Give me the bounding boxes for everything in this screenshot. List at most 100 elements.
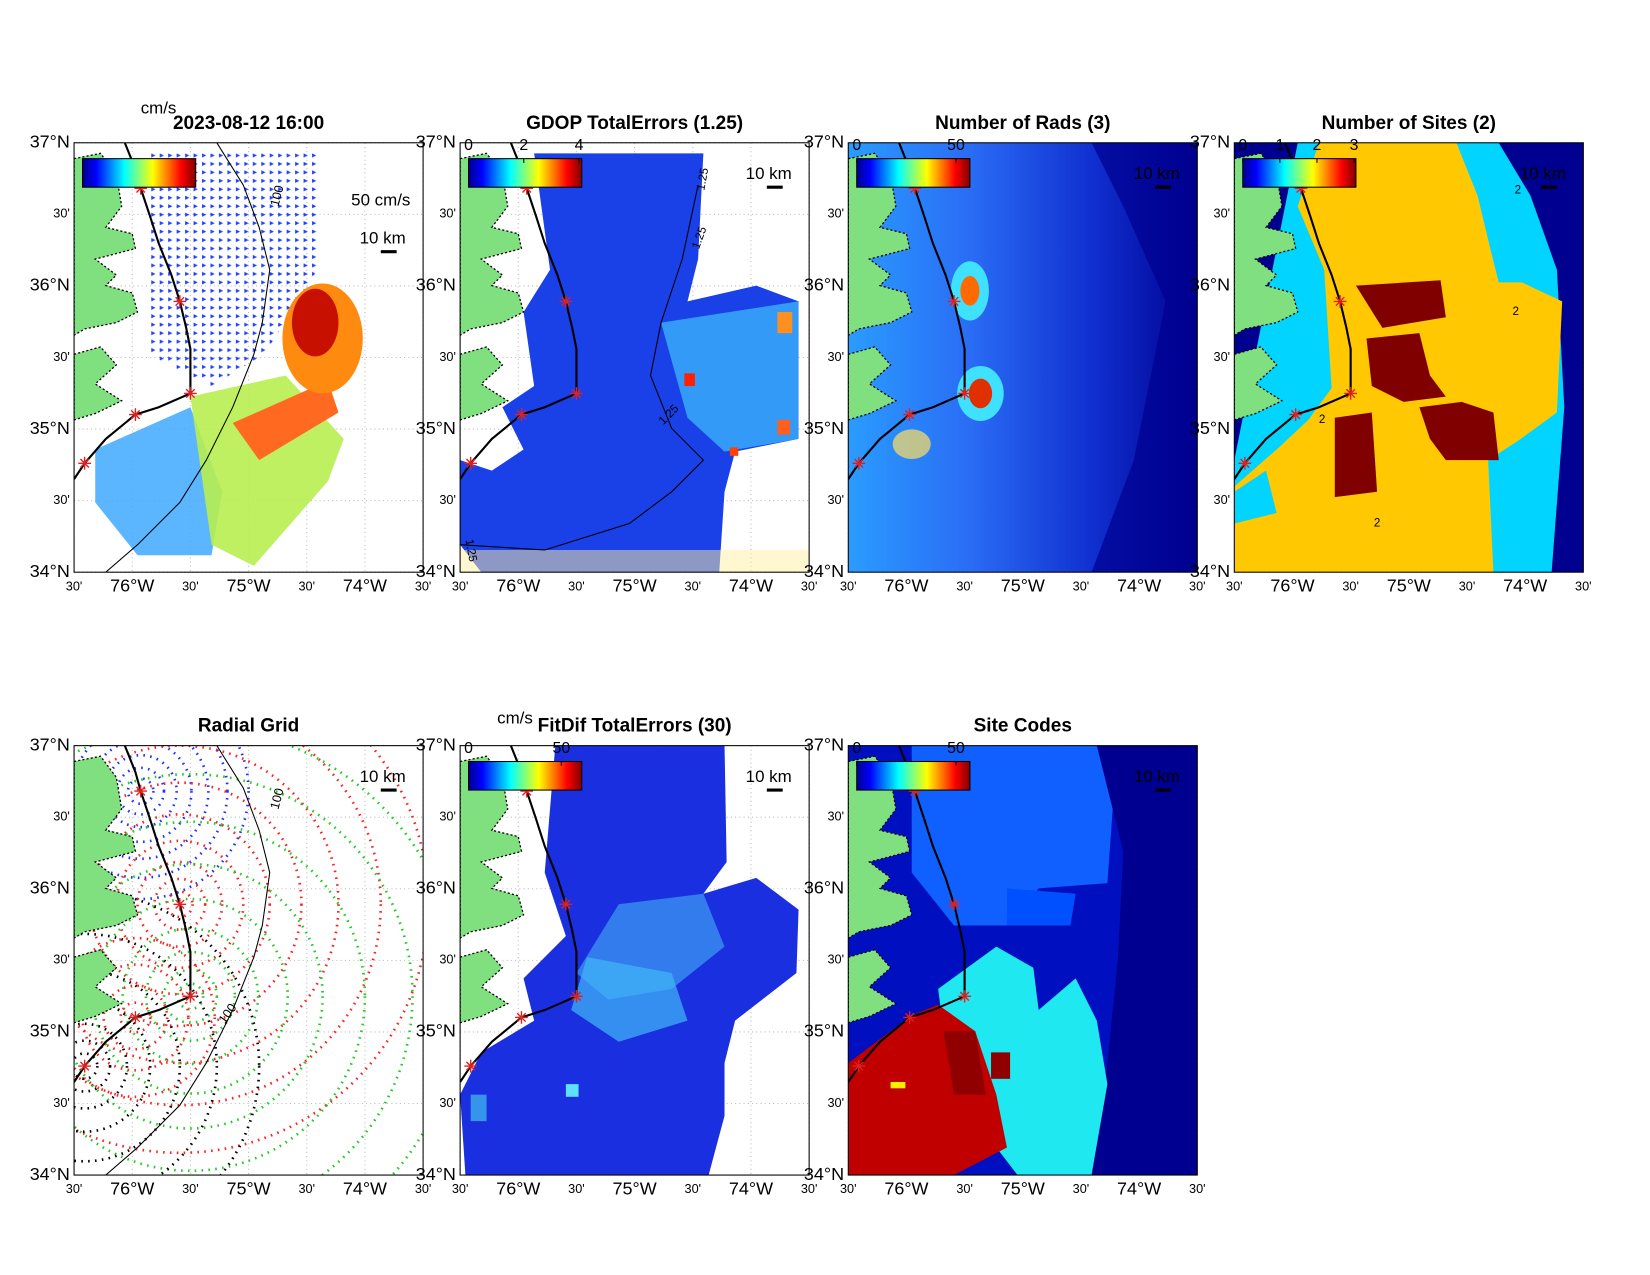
lat-tick-label: 37°N [416,734,456,754]
contour-label: 2 [1319,413,1325,426]
colorbar-unit: cm/s [141,98,177,117]
lat-tick-label: 37°N [416,132,456,152]
panel-title: GDOP TotalErrors (1.25) [526,113,743,134]
lat-tick-label: 35°N [30,418,70,438]
panel-rads: 10 km Number of Rads (3) 37°N 30' 36°N 30' 35… [804,113,1206,596]
lat-tick-label: 35°N [1190,418,1230,438]
lat-tick-label: 36°N [30,275,70,295]
contour-label: 2 [1515,183,1521,196]
panel-fitdif: cm/s 10 km FitDif TotalErrors (30) 37°N 30… [416,709,818,1199]
contour-label: 2 [1374,517,1380,530]
lon-tick-label: 76°W [1270,576,1314,596]
lon-tick-label: 75°W [613,1179,657,1199]
colorbar [468,760,583,791]
distance-scale: 10 km [360,767,406,786]
lat-tick-label: 34°N [804,561,844,581]
lon-tick-label: 74°W [343,576,387,596]
lon-tick-label: 74°W [729,1179,773,1199]
lat-tick-label: 35°N [804,418,844,438]
panel-site-codes: 10 km Site Codes37°N30'36°N30'35°N30'34°… [804,716,1206,1199]
lon-tick-label: 30' [801,1182,818,1196]
lon-tick-label: 30' [66,1182,83,1196]
lon-tick-label: 75°W [1001,1179,1045,1199]
colorbar-tick-label: 50 [947,137,965,154]
lat-tick-label: 30' [1214,207,1231,221]
distance-scale: 10 km [1134,767,1180,786]
panel-title: Site Codes [974,716,1072,737]
lon-tick-label: 30' [1189,579,1206,593]
panel-title: Number of Sites (2) [1322,113,1496,134]
lon-tick-label: 30' [568,1182,585,1196]
lat-tick-label: 34°N [30,1164,70,1184]
lat-tick-label: 37°N [30,132,70,152]
lon-tick-label: 30' [1459,579,1476,593]
lon-tick-label: 30' [1073,1182,1090,1196]
lon-tick-label: 30' [1073,579,1090,593]
lat-tick-label: 36°N [1190,275,1230,295]
colorbar-tick-label: 0 [464,740,473,757]
colorbar-tick-label: 4 [575,137,584,154]
data-layer [460,142,810,573]
lon-tick-label: 30' [182,1182,199,1196]
lon-tick-label: 30' [568,579,585,593]
distance-scale: 10 km [746,164,792,183]
lat-tick-label: 30' [53,810,70,824]
data-layer [848,142,1198,573]
lat-tick-label: 30' [53,953,70,967]
lon-tick-label: 76°W [884,1179,928,1199]
axes-frame [73,142,424,573]
lon-tick-label: 75°W [1387,576,1431,596]
lat-tick-label: 34°N [30,561,70,581]
colorbar-unit: cm/s [497,709,533,728]
lat-tick-label: 35°N [30,1021,70,1041]
colorbar-tick-label: 0 [464,137,473,154]
lat-tick-label: 30' [827,1096,844,1110]
contour-label: 100 [216,1001,240,1026]
colorbar-tick-label: 2 [519,137,528,154]
lat-tick-label: 37°N [1190,132,1230,152]
lon-tick-label: 30' [1575,579,1592,593]
colorbar-tick-label: 1 [1275,137,1284,154]
lat-tick-label: 30' [1214,350,1231,364]
lon-tick-label: 30' [182,579,199,593]
lat-tick-label: 35°N [804,1021,844,1041]
lon-tick-label: 75°W [1001,576,1045,596]
lat-tick-label: 36°N [416,275,456,295]
lon-tick-label: 30' [298,579,315,593]
lon-tick-label: 74°W [1503,576,1547,596]
lon-tick-label: 76°W [496,1179,540,1199]
lat-tick-label: 30' [53,493,70,507]
lat-tick-label: 30' [439,810,456,824]
lon-tick-label: 30' [415,579,432,593]
panel-title: FitDif TotalErrors (30) [538,716,732,737]
lon-tick-label: 30' [1189,1182,1206,1196]
lon-tick-label: 30' [840,1182,857,1196]
axes-frame [459,745,810,1176]
contour-label: 100 [268,787,287,811]
lat-tick-label: 30' [53,207,70,221]
lon-tick-label: 76°W [110,1179,154,1199]
lat-tick-label: 34°N [416,561,456,581]
colorbar [856,158,971,188]
lon-tick-label: 76°W [884,576,928,596]
panel-title: Radial Grid [198,716,299,737]
lat-tick-label: 37°N [804,734,844,754]
lat-tick-label: 30' [439,1096,456,1110]
lat-tick-label: 34°N [804,1164,844,1184]
colorbar [856,760,971,791]
data-layer [848,745,1198,1176]
lon-tick-label: 30' [956,579,973,593]
colorbar-tick-label: 3 [1350,137,1359,154]
data-layer [460,745,799,1176]
lat-tick-label: 30' [439,953,456,967]
lat-tick-label: 36°N [804,275,844,295]
colorbar [468,158,583,188]
lat-tick-label: 30' [53,350,70,364]
contour-label: 100 [268,184,287,208]
lat-tick-label: 36°N [30,878,70,898]
axes-frame [459,142,810,573]
lat-tick-label: 30' [827,207,844,221]
distance-scale: 10 km [1520,164,1566,183]
